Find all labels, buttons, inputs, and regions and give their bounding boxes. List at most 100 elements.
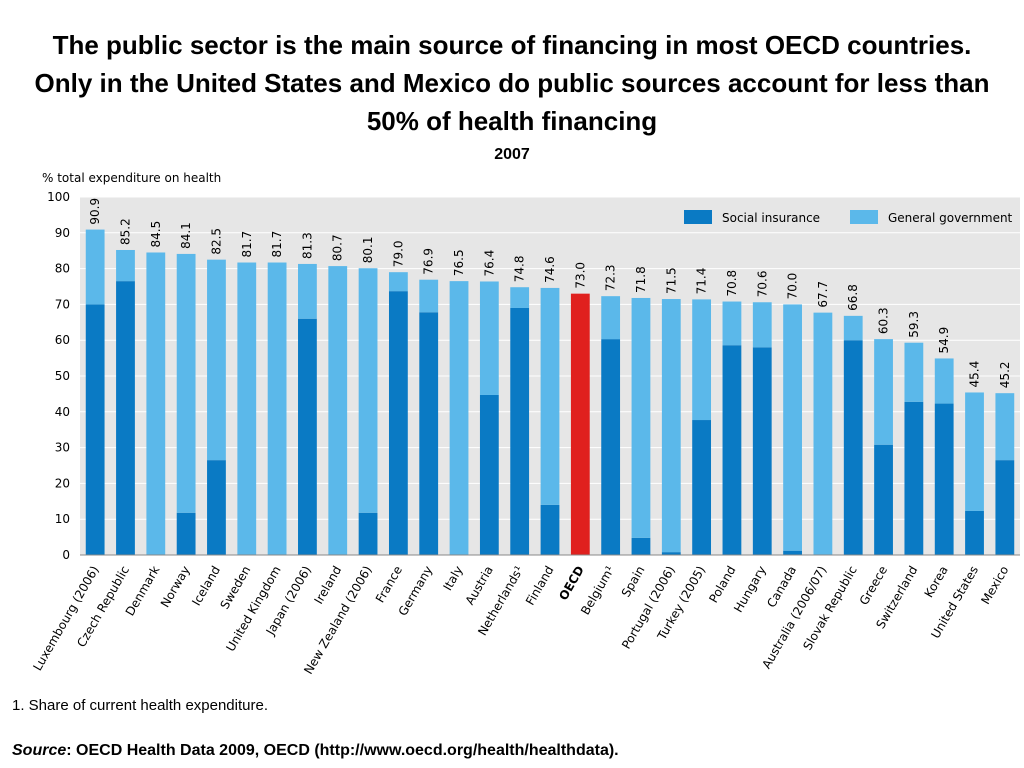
bar-segment — [692, 420, 712, 555]
bar-segment — [176, 253, 196, 513]
total-label: 90.9 — [88, 198, 102, 225]
total-label: 74.6 — [543, 256, 557, 283]
bar-segment — [995, 460, 1015, 555]
bar-segment — [843, 315, 863, 341]
y-tick-label: 30 — [55, 441, 70, 455]
bar-segment — [267, 262, 287, 555]
y-tick-label: 40 — [55, 405, 70, 419]
x-tick-label: Italy — [440, 564, 465, 594]
x-tick-label: Poland — [706, 564, 738, 606]
bar-segment — [388, 291, 408, 555]
bar-segment — [85, 304, 105, 555]
total-label: 85.2 — [118, 218, 132, 245]
x-tick-label: France — [373, 564, 405, 606]
total-label: 74.8 — [513, 255, 527, 282]
source: Source: OECD Health Data 2009, OECD (htt… — [12, 742, 619, 760]
y-tick-label: 100 — [47, 190, 70, 204]
bar-segment — [934, 403, 954, 555]
bar-segment — [479, 394, 499, 555]
bar-segment — [722, 301, 742, 346]
total-label: 72.3 — [604, 264, 618, 291]
bar-segment — [692, 299, 712, 421]
total-label: 71.8 — [634, 266, 648, 293]
bar-segment — [631, 537, 651, 555]
bar-segment — [601, 339, 621, 555]
bar-segment — [752, 347, 772, 555]
bar-segment — [176, 512, 196, 555]
y-tick-label: 20 — [55, 476, 70, 490]
total-label: 70.8 — [725, 270, 739, 297]
x-tick-label: Ireland — [311, 564, 344, 607]
bar-segment — [752, 302, 772, 348]
legend-background — [672, 202, 1016, 232]
bar-segment — [934, 358, 954, 404]
total-label: 84.1 — [179, 222, 193, 249]
total-label: 76.5 — [452, 249, 466, 276]
bar-segment — [601, 296, 621, 340]
bar-segment — [237, 262, 257, 555]
bar-segment — [388, 272, 408, 292]
y-tick-label: 50 — [55, 369, 70, 383]
total-label: 67.7 — [816, 281, 830, 308]
bar-segment — [510, 287, 530, 308]
total-label: 59.3 — [907, 311, 921, 338]
bar-segment — [419, 312, 439, 555]
bar-segment — [661, 552, 681, 555]
total-label: 70.6 — [755, 271, 769, 298]
y-tick-label: 60 — [55, 333, 70, 347]
bar-segment — [540, 287, 560, 505]
bar-segment — [479, 281, 499, 395]
x-tick-label: Finland — [523, 564, 557, 608]
total-label: 81.7 — [270, 231, 284, 258]
total-label: 81.3 — [300, 232, 314, 259]
total-label: 71.4 — [695, 268, 709, 295]
total-label: 45.4 — [968, 361, 982, 388]
source-text: : OECD Health Data 2009, OECD (http://ww… — [66, 742, 619, 759]
bar-segment — [722, 345, 742, 555]
total-label: 84.5 — [149, 221, 163, 248]
bar-segment — [631, 297, 651, 538]
x-tick-label: Mexico — [978, 563, 1011, 606]
bar-segment — [207, 460, 226, 555]
x-tick-label: Austria — [463, 564, 496, 608]
bar-segment — [328, 266, 348, 555]
footnote: 1. Share of current health expenditure. — [12, 697, 268, 714]
bar-segment — [661, 299, 681, 553]
bar-segment — [995, 393, 1015, 461]
bar-segment — [298, 318, 317, 555]
total-label: 76.9 — [422, 248, 436, 275]
x-tick-label: Spain — [619, 564, 648, 600]
bar-segment — [783, 304, 802, 551]
bar-segment — [449, 281, 469, 555]
bar-segment — [116, 281, 135, 555]
legend-swatch — [684, 210, 712, 224]
legend-swatch — [850, 210, 878, 224]
chart: % total expenditure on health 0 10 20 30 40 5… — [30, 171, 1020, 677]
y-tick-label: 90 — [55, 226, 70, 240]
total-label: 73.0 — [573, 262, 587, 289]
bar-segment — [358, 268, 378, 513]
bar-segment — [904, 342, 924, 402]
total-label: 60.3 — [877, 307, 891, 334]
total-label: 79.0 — [391, 240, 405, 267]
legend-label: Social insurance — [722, 211, 820, 225]
x-tick-label: OECD — [556, 563, 587, 602]
bar-segment — [813, 312, 833, 555]
bar-segment — [85, 229, 105, 305]
highlight-bar — [570, 293, 590, 555]
bar-segment — [510, 307, 530, 555]
chart-title: The public sector is the main source of … — [34, 30, 990, 136]
x-tick-label: Korea — [922, 564, 951, 600]
legend-label: General government — [888, 211, 1013, 225]
y-tick-label: 10 — [55, 512, 70, 526]
total-label: 70.0 — [786, 273, 800, 300]
bar-segment — [358, 512, 378, 555]
x-tick-label: Iceland — [189, 564, 223, 609]
bar-segment — [783, 550, 802, 555]
bar-segment — [965, 510, 984, 555]
total-label: 54.9 — [937, 327, 951, 354]
x-tick-label: Norway — [158, 564, 193, 610]
bar-segment — [146, 252, 166, 556]
bar-segment — [298, 263, 317, 319]
